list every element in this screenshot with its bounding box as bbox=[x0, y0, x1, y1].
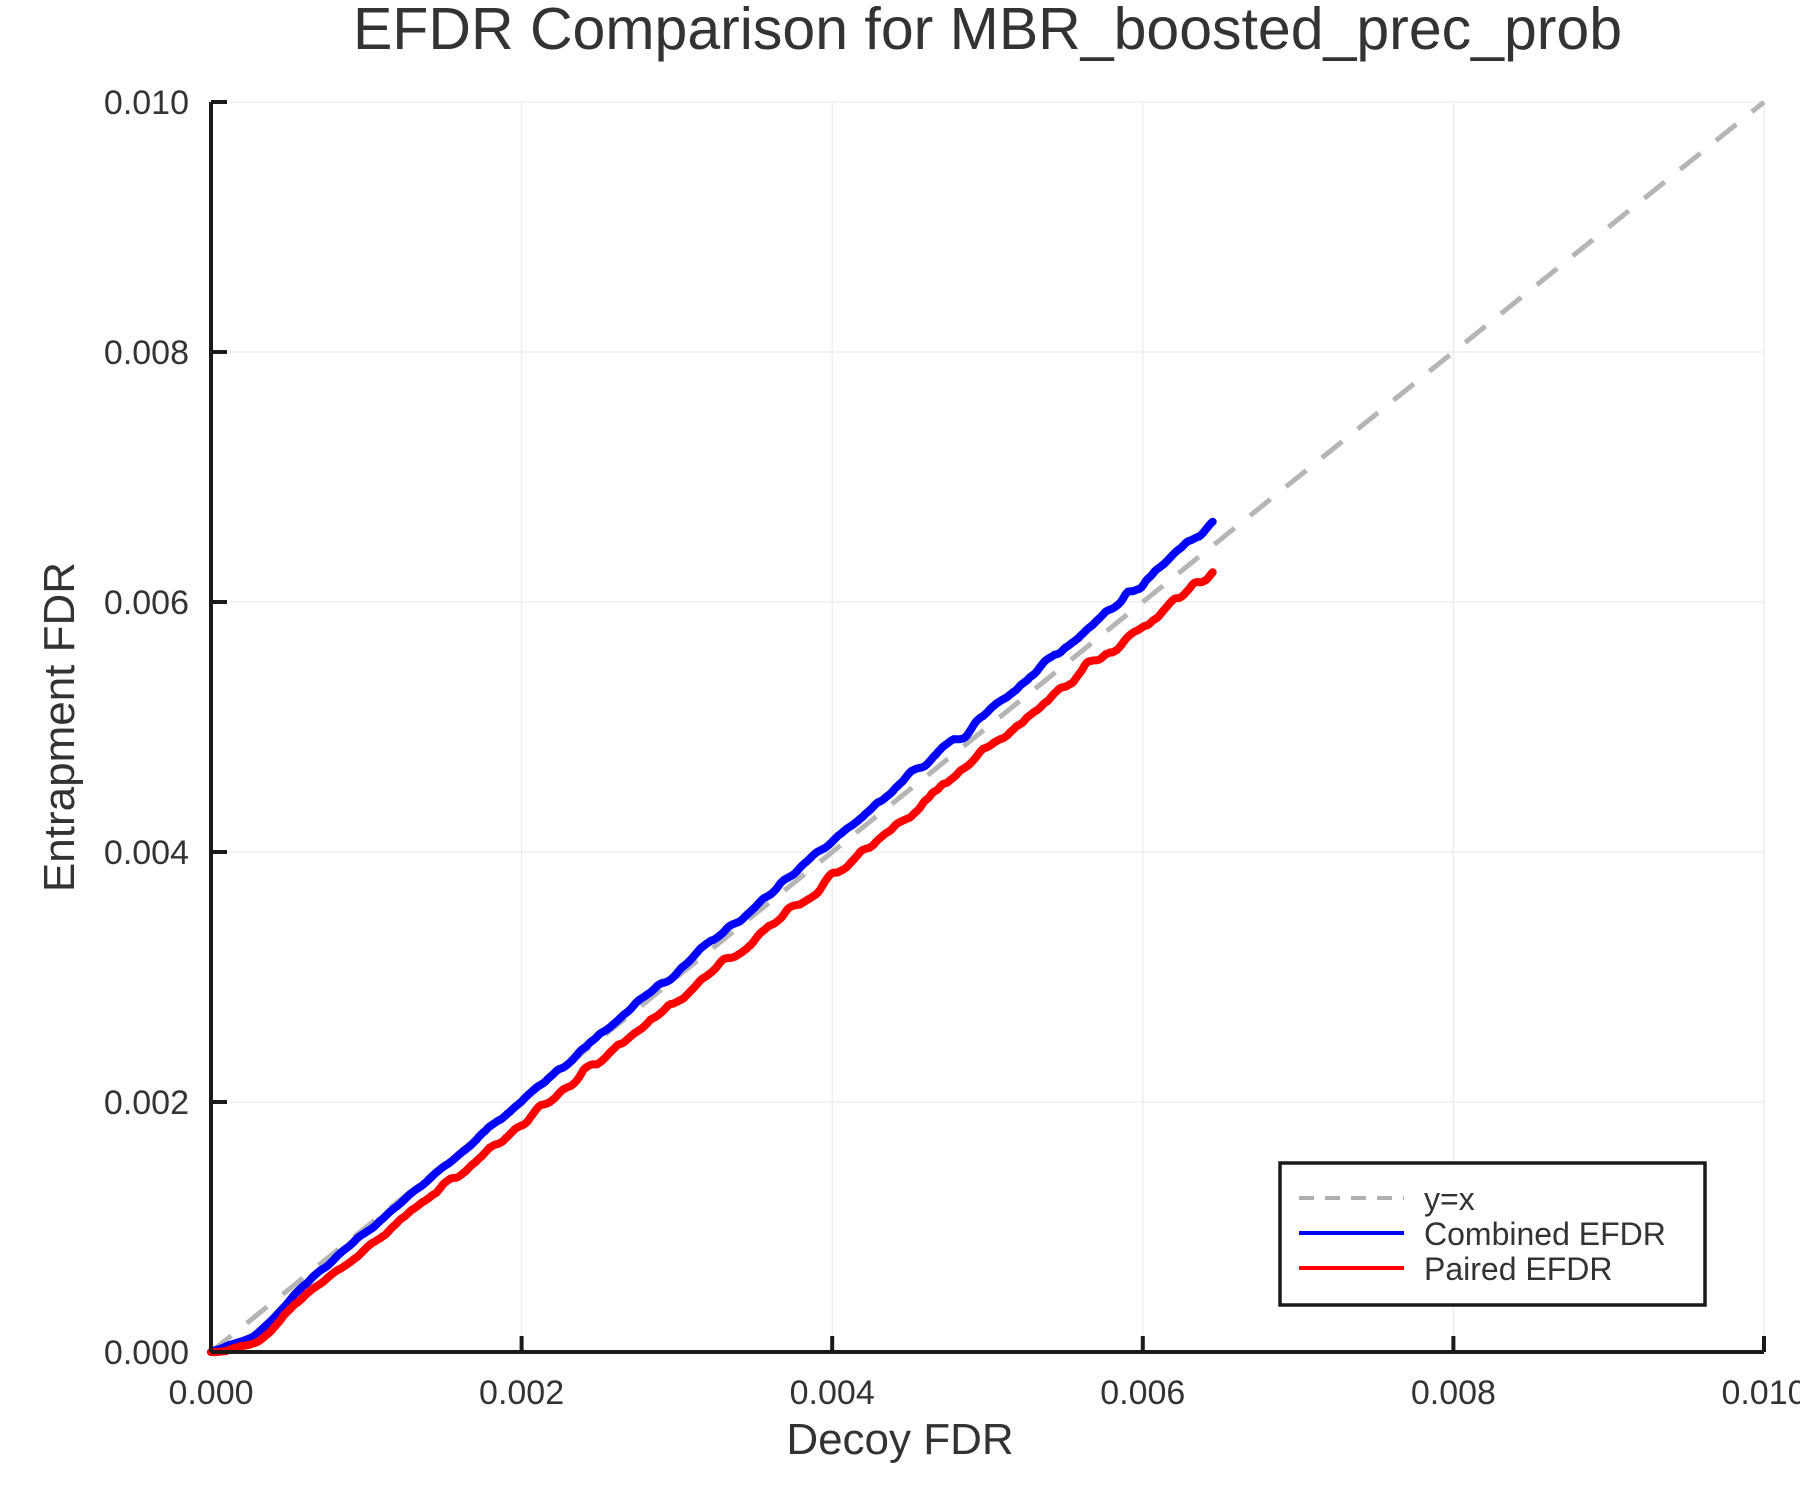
svg-text:0.002: 0.002 bbox=[104, 1084, 189, 1122]
svg-text:0.004: 0.004 bbox=[790, 1374, 875, 1412]
svg-text:0.006: 0.006 bbox=[104, 584, 189, 622]
svg-text:0.000: 0.000 bbox=[104, 1334, 189, 1372]
svg-text:0.006: 0.006 bbox=[1100, 1374, 1185, 1412]
svg-text:Combined EFDR: Combined EFDR bbox=[1424, 1216, 1666, 1252]
svg-text:y=x: y=x bbox=[1424, 1181, 1475, 1217]
svg-text:0.008: 0.008 bbox=[104, 334, 189, 372]
svg-text:0.000: 0.000 bbox=[168, 1374, 253, 1412]
svg-text:0.010: 0.010 bbox=[1721, 1374, 1800, 1412]
svg-text:0.008: 0.008 bbox=[1411, 1374, 1496, 1412]
svg-text:Paired EFDR: Paired EFDR bbox=[1424, 1251, 1613, 1287]
svg-text:0.004: 0.004 bbox=[104, 834, 189, 872]
svg-text:0.010: 0.010 bbox=[104, 84, 189, 122]
svg-text:0.002: 0.002 bbox=[479, 1374, 564, 1412]
